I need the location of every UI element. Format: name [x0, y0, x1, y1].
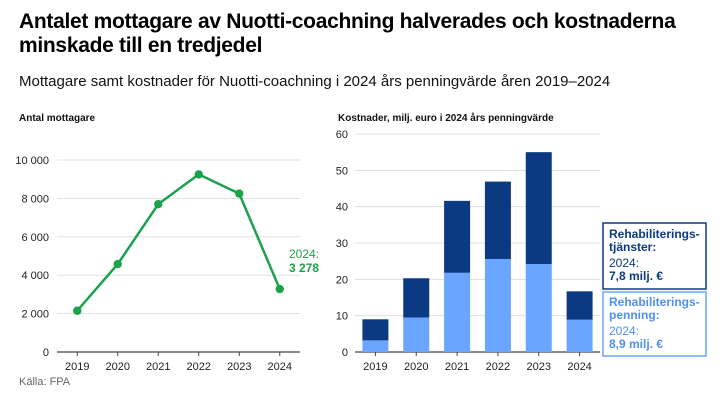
right-y-tick-label: 0: [342, 347, 348, 359]
right-y-tick-label: 60: [336, 129, 348, 141]
stacked-bars: [362, 152, 593, 352]
bar-allowance-2020: [403, 317, 430, 352]
right-y-axis-label: Kostnader, milj. euro i 2024 års penning…: [338, 112, 554, 124]
legend-allowance-box: [602, 291, 707, 357]
left-x-tick-label: 2020: [106, 361, 130, 373]
legend-services-value: 7,8 milj. €: [609, 269, 663, 283]
chart-subtitle: Mottagare samt kostnader för Nuotti-coac…: [19, 73, 611, 90]
legend-allowance-year: 2024:: [609, 324, 639, 338]
bar-services-2023: [525, 152, 552, 265]
left-y-tick-label: 10 000: [15, 155, 49, 167]
chart-title: Antalet mottagare av Nuotti-coachning ha…: [19, 10, 676, 57]
right-y-tick-label: 30: [336, 238, 348, 250]
legend-services-year: 2024:: [609, 256, 639, 270]
left-x-tick-label: 2024: [268, 361, 292, 373]
bar-allowance-2019: [362, 340, 389, 352]
legend-rehab-allowance: Rehabiliterings- penning: 2024: 8,9 milj…: [602, 291, 707, 357]
right-y-tick-label: 10: [336, 311, 348, 323]
line-annotation-year: 2024:: [289, 247, 319, 261]
bar-allowance-2021: [444, 272, 471, 352]
left-x-tick-label: 2022: [187, 361, 211, 373]
left-x-tick-label: 2019: [65, 361, 89, 373]
right-y-tick-label: 40: [336, 202, 348, 214]
left-y-axis-label: Antal mottagare: [19, 113, 96, 124]
recipients-point-2022: [194, 170, 203, 179]
left-y-tick-label: 4 000: [21, 270, 49, 282]
recipients-point-2021: [154, 199, 163, 209]
left-y-tick-label: 6 000: [21, 232, 49, 244]
bar-services-2022: [484, 181, 511, 259]
right-gridlines: [355, 133, 600, 353]
bar-services-2024: [566, 291, 593, 320]
left-x-tick-label: 2021: [146, 361, 170, 373]
bar-allowance-2023: [525, 264, 552, 352]
legend-rehab-services: Rehabiliterings- tjänster: 2024: 7,8 mil…: [602, 222, 707, 290]
right-x-tick-label: 2021: [445, 361, 469, 373]
bar-allowance-2022: [484, 258, 511, 352]
bar-allowance-2024: [566, 319, 593, 352]
left-y-tick-label: 2 000: [21, 309, 49, 321]
right-x-tick-label: 2020: [404, 361, 428, 373]
left-y-tick-label: 0: [43, 347, 49, 359]
line-annotation-value: 3 278: [289, 261, 319, 275]
legend-allowance-line1: Rehabiliterings-: [609, 295, 700, 309]
left-x-tick-label: 2023: [227, 361, 251, 373]
legend-allowance-value: 8,9 milj. €: [609, 337, 663, 351]
legend-allowance-line2: penning:: [609, 308, 660, 322]
bar-services-2019: [362, 319, 389, 341]
right-x-tick-label: 2023: [527, 361, 551, 373]
bar-services-2020: [403, 278, 430, 318]
right-x-tick-label: 2022: [486, 361, 510, 373]
source-note: Källa: FPA: [19, 376, 71, 388]
legend-services-box: [602, 222, 707, 290]
right-x-tick-label: 2019: [363, 361, 387, 373]
legend-services-line1: Rehabiliterings-: [609, 227, 700, 241]
right-x-tick-label: 2024: [567, 361, 591, 373]
left-y-tick-label: 8 000: [21, 193, 49, 205]
recipients-point-2023: [235, 189, 244, 198]
recipients-line: [73, 170, 284, 315]
recipients-line-path: [76, 173, 281, 312]
recipients-point-2020: [113, 259, 122, 269]
bar-services-2021: [444, 200, 471, 273]
axis-ticks: 0 2 000 4 000 6 000 8 000 10 000 2019 2020 2021 2…: [15, 129, 591, 373]
legend-services-line2: tjänster:: [609, 240, 656, 254]
recipients-point-2019: [73, 306, 82, 315]
right-y-tick-label: 20: [336, 274, 348, 286]
right-y-tick-label: 50: [336, 165, 348, 177]
left-gridlines: [57, 159, 300, 353]
recipients-point-2024: [275, 284, 284, 294]
